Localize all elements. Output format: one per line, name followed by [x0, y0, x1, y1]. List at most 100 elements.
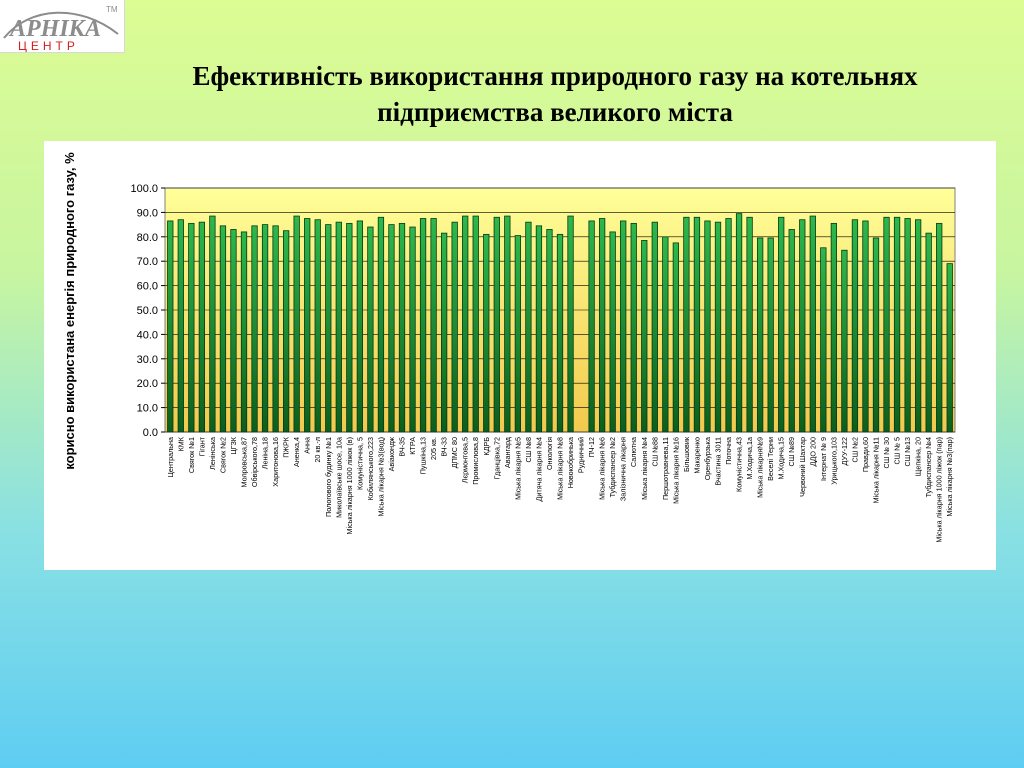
x-tick-label: Червоний Шахтар — [798, 437, 807, 497]
x-tick-label: Дитяча лікарня №4 — [534, 437, 543, 501]
bar — [914, 219, 922, 433]
x-tick-label: Міська лікарня №3(вод) — [376, 437, 385, 516]
y-tick-label: 20.0 — [137, 378, 158, 390]
x-tick-label: 20 кв.-л — [313, 437, 322, 463]
bar — [483, 233, 490, 433]
x-tick-label: Кобилянського,223 — [366, 437, 375, 500]
bar — [325, 224, 332, 433]
x-tick-label: КДРБ — [482, 437, 491, 456]
bar — [609, 231, 616, 433]
x-tick-label: Салютна — [629, 437, 638, 467]
x-tick-label: Міська лікарня 1000 ліжок (пар) — [935, 437, 944, 543]
x-tick-label: Харитонова,16 — [271, 437, 280, 487]
x-tick-label: Гігант — [197, 436, 206, 456]
bar — [240, 231, 248, 433]
bar — [883, 216, 890, 433]
bar — [356, 220, 364, 433]
bar — [820, 247, 827, 433]
bar — [230, 229, 237, 433]
bar — [209, 215, 216, 433]
bar-chart: 0.0 10.0 20.0 30.0 40.0 50.0 60.0 70.0 80.0 90.0 1… — [62, 152, 956, 543]
bar — [462, 215, 469, 433]
x-tick-label: Пушкіна,13 — [419, 437, 428, 474]
bar — [598, 218, 606, 433]
bar — [261, 224, 269, 433]
bar — [809, 215, 816, 433]
x-tick-label: Урицького,103 — [829, 437, 838, 485]
x-tick-label: Міська лікарня №6 — [598, 437, 607, 500]
x-tick-label: Авіакондж — [387, 437, 396, 472]
x-tick-label: Більшовик — [682, 436, 691, 472]
x-tick-label: Оренбурзька — [703, 437, 712, 480]
bar — [388, 224, 395, 433]
x-tick-label: Вчастина 3011 — [714, 437, 723, 486]
x-tick-label: Веселі Терни — [766, 437, 775, 481]
y-tick-label: 80.0 — [137, 232, 158, 244]
bar — [904, 218, 911, 433]
x-tick-label: Рудничний — [577, 437, 586, 473]
bar — [925, 232, 932, 433]
bar — [472, 215, 479, 433]
bar — [893, 216, 901, 433]
x-tick-label: Міська лікарня №11 — [872, 437, 881, 503]
x-tick-label: Центральна — [166, 437, 175, 477]
x-tick-label: Міська лікарня №16 — [671, 437, 680, 504]
x-tick-label: Залізнична лікарня — [619, 437, 628, 501]
x-tick-label: Пологового будинку №1 — [324, 437, 333, 517]
x-tick-label: Миколаївське шосе, 10а — [334, 437, 343, 518]
bar — [862, 220, 869, 433]
x-tick-label: СШ №89 — [787, 437, 796, 466]
x-tick-label: СШ №13 — [903, 437, 912, 466]
bar — [304, 218, 311, 433]
x-tick-label: Міська лікарня №4 — [640, 437, 649, 500]
bar — [272, 225, 279, 433]
x-tick-label: М.Ходича,1а — [745, 437, 754, 479]
bar — [546, 229, 553, 433]
y-tick-labels: 0.0 10.0 20.0 30.0 40.0 50.0 60.0 70.0 80.0 90.0 1… — [130, 183, 165, 439]
bar — [830, 222, 838, 433]
y-tick-label: 10.0 — [137, 403, 158, 415]
bar — [440, 232, 448, 433]
bar — [693, 216, 701, 433]
x-tick-label: Аненка,4 — [292, 437, 301, 467]
y-tick-label: 90.0 — [137, 207, 158, 219]
x-tick-label: Інтернат № 9 — [819, 437, 828, 481]
x-tick-label: ДУУ-122 — [840, 437, 849, 465]
x-tick-label: Обвірського,78 — [250, 437, 259, 487]
x-tick-labels: Центральна КМК Свяrок №1 Гігант Ленінська Свя… — [166, 436, 954, 542]
bars — [167, 213, 953, 433]
bar — [346, 222, 353, 433]
bar — [251, 225, 258, 433]
x-tick-label: Лєрмонтова,5 — [461, 437, 470, 483]
y-tick-label: 40.0 — [137, 329, 158, 341]
bar — [293, 215, 300, 433]
bar — [714, 221, 722, 433]
bar — [188, 222, 195, 433]
x-tick-label: Міська лікарня №8 — [556, 437, 565, 500]
x-tick-label: Новокобринька — [566, 437, 575, 488]
x-tick-label: Авангард — [503, 436, 512, 468]
x-tick-label: Першотравнева,11 — [661, 437, 670, 500]
x-tick-label: М.Ходича,15 — [777, 437, 786, 479]
bar — [535, 225, 543, 433]
x-tick-label: СШ № 30 — [882, 437, 891, 468]
y-tick-label: 30.0 — [137, 354, 158, 366]
bar — [451, 221, 458, 433]
x-tick-label: ЦГЗК — [229, 436, 238, 454]
bar — [735, 213, 743, 433]
bar — [936, 222, 943, 433]
bar — [167, 220, 174, 433]
bar — [872, 237, 880, 433]
bar — [514, 235, 522, 433]
x-tick-label: КМК — [176, 436, 185, 451]
bar — [282, 230, 290, 433]
bar — [725, 218, 732, 433]
logo-name: АРНІКА — [8, 16, 101, 42]
x-tick-label: Міська лікарня 1000 ліжок (в) — [345, 437, 354, 535]
bar — [778, 216, 785, 433]
x-tick-label: Промислова,8 — [471, 437, 480, 485]
bar — [398, 222, 406, 433]
bar — [177, 219, 184, 433]
x-tick-label: Свяrок №2 — [218, 437, 227, 473]
x-tick-label: КТРА — [408, 437, 417, 455]
